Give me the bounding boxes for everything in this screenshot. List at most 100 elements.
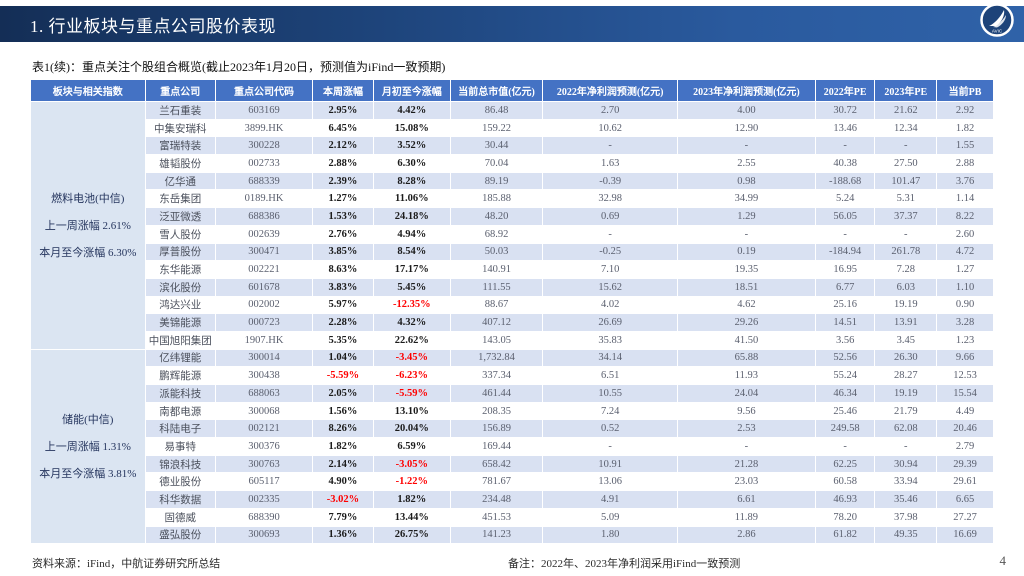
cell-np_2023: 4.62	[677, 295, 816, 315]
cell-code: 0189.HK	[214, 189, 314, 209]
cell-pb: 1.23	[936, 330, 994, 350]
cell-mkt_cap: 461.44	[449, 384, 544, 403]
cell-code: 002121	[214, 419, 314, 439]
cell-company: 盛弘股份	[144, 525, 216, 545]
cell-np_2023: 0.98	[677, 171, 816, 191]
cell-mtd_chg: 6.59%	[372, 437, 451, 456]
table-row: 美锦能源 000723 2.28% 4.32% 407.12 26.69 29.26 14.5…	[31, 313, 994, 332]
cell-np_2023: 29.26	[677, 313, 816, 332]
logo-text: AVIC	[992, 29, 1003, 34]
source-note: 资料来源：iFind，中航证券研究所总结	[32, 558, 221, 570]
cell-code: 1907.HK	[214, 330, 314, 350]
cell-pb: 1.27	[936, 260, 994, 279]
cell-week_chg: 1.27%	[312, 189, 374, 209]
cell-week_chg: 2.88%	[312, 154, 374, 173]
stock-table-wrap: 板块与相关指数 重点公司 重点公司代码 本周涨幅 月初至今涨幅 当前总市值(亿元) 2022…	[30, 79, 994, 545]
cell-mtd_chg: 8.28%	[372, 171, 451, 191]
cell-np_2023: 0.19	[677, 242, 816, 262]
page-number: 4	[999, 553, 1007, 568]
cell-pb: 3.76	[936, 171, 994, 191]
cell-mkt_cap: 140.91	[449, 260, 544, 279]
cell-mtd_chg: 24.18%	[372, 207, 451, 226]
cell-week_chg: 5.97%	[312, 295, 374, 315]
table-row: 泛亚微透 688386 1.53% 24.18% 48.20 0.69 1.29 56.05 3…	[31, 207, 994, 226]
cell-week_chg: 6.45%	[312, 118, 374, 138]
cell-pb: 15.54	[936, 384, 994, 403]
cell-company: 派能科技	[144, 384, 216, 403]
cell-pb: 16.69	[936, 525, 994, 545]
cell-code: 300471	[214, 242, 314, 262]
cell-np_2023: 65.88	[677, 348, 816, 368]
cell-company: 亿华通	[144, 171, 216, 191]
cell-pe_2023: 21.62	[874, 101, 938, 120]
cell-mkt_cap: 156.89	[449, 419, 544, 439]
cell-np_2023: -	[677, 136, 816, 156]
cell-week_chg: 4.90%	[312, 472, 374, 492]
cell-company: 中国旭阳集团	[144, 330, 216, 350]
cell-pe_2023: 49.35	[874, 525, 938, 545]
cell-np_2022: -	[542, 437, 679, 456]
cell-np_2023: -	[677, 224, 816, 244]
cell-week_chg: 3.83%	[312, 277, 374, 297]
column-header-pb: 当前PB	[936, 79, 994, 102]
table-row: 中集安瑞科 3899.HK 6.45% 15.08% 159.22 10.62 12.90 1…	[31, 118, 994, 138]
cell-mtd_chg: 26.75%	[372, 525, 451, 545]
sector-cell: 燃料电池(中信) 上一周涨幅 2.61% 本月至今涨幅 6.30%	[30, 101, 146, 350]
cell-np_2023: 18.51	[677, 277, 816, 297]
cell-mtd_chg: -1.22%	[372, 472, 451, 492]
cell-mkt_cap: 86.48	[449, 101, 544, 120]
cell-pb: 3.28	[936, 313, 994, 332]
cell-np_2022: 32.98	[542, 189, 679, 209]
cell-code: 601678	[214, 277, 314, 297]
table-row: 亿华通 688339 2.39% 8.28% 89.19 -0.39 0.98 -188.68…	[31, 171, 994, 191]
title-banner: 1. 行业板块与重点公司股价表现	[0, 6, 1024, 42]
column-header-np_2023: 2023年净利润预测(亿元)	[677, 79, 816, 102]
cell-np_2023: 1.29	[677, 207, 816, 226]
column-header-pe_2023: 2023年PE	[874, 79, 938, 102]
cell-pe_2022: 30.72	[814, 101, 876, 120]
cell-pb: 2.88	[936, 154, 994, 173]
cell-company: 科陆电子	[144, 419, 216, 439]
cell-mtd_chg: -3.45%	[372, 348, 451, 368]
cell-mkt_cap: 159.22	[449, 118, 544, 138]
cell-company: 兰石重装	[144, 101, 216, 120]
cell-pe_2023: 30.94	[874, 454, 938, 474]
cell-company: 滨化股份	[144, 277, 216, 297]
cell-pe_2022: 46.93	[814, 490, 876, 509]
cell-np_2022: 1.80	[542, 525, 679, 545]
cell-mtd_chg: 4.42%	[372, 101, 451, 120]
cell-pb: 9.66	[936, 348, 994, 368]
cell-week_chg: 2.95%	[312, 101, 374, 120]
cell-pe_2022: 5.24	[814, 189, 876, 209]
cell-week_chg: 8.26%	[312, 419, 374, 439]
cell-pe_2022: 3.56	[814, 330, 876, 350]
cell-pe_2022: 13.46	[814, 118, 876, 138]
table-row: 锦浪科技 300763 2.14% -3.05% 658.42 10.91 21.28 62.…	[31, 454, 994, 474]
cell-pe_2023: -	[874, 136, 938, 156]
cell-code: 603169	[214, 101, 314, 120]
table-row: 盛弘股份 300693 1.36% 26.75% 141.23 1.80 2.86 61.82…	[31, 525, 994, 545]
cell-np_2022: -0.25	[542, 242, 679, 262]
cell-pe_2022: 14.51	[814, 313, 876, 332]
cell-mkt_cap: 30.44	[449, 136, 544, 156]
cell-pb: 2.79	[936, 437, 994, 456]
cell-np_2022: 26.69	[542, 313, 679, 332]
column-header-sector: 板块与相关指数	[30, 79, 146, 102]
cell-week_chg: 1.56%	[312, 401, 374, 421]
cell-mkt_cap: 208.35	[449, 401, 544, 421]
cell-pe_2022: 40.38	[814, 154, 876, 173]
table-row: 固德威 688390 7.79% 13.44% 451.53 5.09 11.89 78.20…	[31, 507, 994, 527]
cell-pe_2022: 52.56	[814, 348, 876, 368]
cell-company: 富瑞特装	[144, 136, 216, 156]
cell-np_2022: 5.09	[542, 507, 679, 527]
cell-pe_2022: -	[814, 437, 876, 456]
cell-pe_2022: 25.16	[814, 295, 876, 315]
cell-company: 厚普股份	[144, 242, 216, 262]
cell-pe_2022: 25.46	[814, 401, 876, 421]
column-header-week_chg: 本周涨幅	[312, 79, 374, 102]
cell-week_chg: 2.05%	[312, 384, 374, 403]
cell-code: 688390	[214, 507, 314, 527]
cell-pe_2022: 56.05	[814, 207, 876, 226]
cell-pb: 1.14	[936, 189, 994, 209]
cell-mtd_chg: 22.62%	[372, 330, 451, 350]
